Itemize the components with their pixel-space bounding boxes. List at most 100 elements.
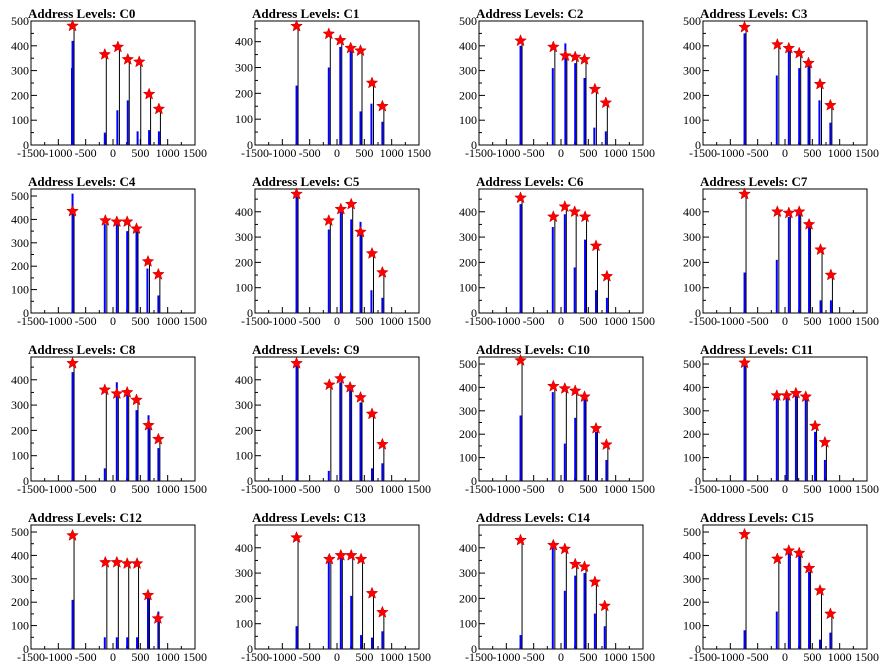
y-tick-label: 300 — [459, 230, 477, 244]
y-tick-label: 0 — [471, 306, 477, 320]
y-tick-label: 100 — [683, 619, 701, 633]
peak-star-marker — [66, 19, 79, 32]
chart-title: Address Levels: C8 — [28, 342, 136, 357]
x-tick-label: 1000 — [156, 650, 180, 664]
peak-star-marker — [578, 390, 591, 403]
peak-star-marker — [824, 98, 837, 111]
x-tick-label: 1500 — [855, 146, 879, 160]
plot-frame — [702, 188, 868, 314]
y-tick-label: 400 — [683, 205, 701, 219]
y-tick-label: 100 — [459, 113, 477, 127]
peak-star-marker — [354, 390, 367, 403]
x-tick-label: 1000 — [828, 650, 852, 664]
y-tick-label: 0 — [695, 138, 701, 152]
y-tick-label: 0 — [471, 138, 477, 152]
chart-title: Address Levels: C12 — [28, 510, 142, 525]
peak-star-marker — [789, 386, 803, 399]
y-tick-label: 100 — [11, 113, 29, 127]
x-tick-label: -1500 — [241, 482, 269, 496]
x-tick-label: -1500 — [465, 314, 493, 328]
y-tick-label: 100 — [11, 449, 29, 463]
peak-star-marker — [290, 19, 303, 32]
x-tick-label: 500 — [803, 314, 821, 328]
x-tick-label: 0 — [782, 146, 788, 160]
chart-title: Address Levels: C15 — [700, 510, 814, 525]
x-tick-label: 0 — [782, 650, 788, 664]
x-tick-label: -500 — [299, 650, 321, 664]
x-tick-label: 1000 — [380, 314, 404, 328]
peak-star-marker — [120, 385, 134, 398]
peak-star-marker — [600, 269, 614, 282]
x-tick-label: 0 — [110, 146, 116, 160]
peak-star-marker — [120, 556, 134, 570]
chart-title: Address Levels: C4 — [28, 174, 136, 189]
x-tick-label: -1000 — [492, 482, 520, 496]
x-tick-label: 1000 — [604, 146, 628, 160]
y-tick-label: 100 — [459, 281, 477, 295]
x-tick-label: 500 — [579, 482, 597, 496]
peak-star-marker — [334, 202, 348, 215]
x-tick-label: -1500 — [465, 146, 493, 160]
y-tick-label: 400 — [11, 212, 29, 226]
y-tick-label: 200 — [459, 255, 477, 269]
x-tick-label: -500 — [75, 314, 97, 328]
peak-star-marker — [365, 586, 379, 599]
peak-star-marker — [66, 528, 79, 541]
peak-star-marker — [514, 533, 527, 546]
x-tick-label: 1500 — [407, 146, 431, 160]
x-tick-label: -1500 — [17, 314, 45, 328]
peak-star-marker — [814, 243, 827, 256]
y-tick-label: 300 — [11, 236, 29, 250]
peak-star-marker — [152, 432, 165, 445]
peak-star-marker — [365, 407, 379, 420]
y-tick-label: 100 — [683, 113, 701, 127]
y-tick-label: 200 — [459, 88, 477, 102]
x-tick-label: -500 — [747, 146, 769, 160]
chart-title: Address Levels: C1 — [252, 6, 359, 21]
x-tick-label: 500 — [803, 146, 821, 160]
peak-star-marker — [588, 575, 602, 588]
peak-star-marker — [111, 40, 125, 53]
chart-title: Address Levels: C13 — [252, 510, 366, 525]
chart-panel: Address Levels: C15 0 100 200 300 400 500 -1500… — [683, 510, 879, 664]
chart-title: Address Levels: C5 — [252, 174, 360, 189]
y-tick-label: 0 — [23, 306, 29, 320]
y-tick-label: 500 — [683, 14, 701, 28]
peak-star-marker — [376, 437, 389, 450]
peak-star-marker — [376, 265, 389, 278]
x-tick-label: -1000 — [268, 482, 296, 496]
y-tick-label: 200 — [11, 595, 29, 609]
y-tick-label: 100 — [11, 619, 29, 633]
chart-title: Address Levels: C11 — [700, 342, 813, 357]
x-tick-label: 1000 — [604, 650, 628, 664]
x-tick-label: -1500 — [689, 650, 717, 664]
x-tick-label: 0 — [334, 146, 340, 160]
y-tick-label: 0 — [695, 306, 701, 320]
x-tick-label: -500 — [75, 482, 97, 496]
x-tick-label: 0 — [558, 650, 564, 664]
y-tick-label: 0 — [23, 138, 29, 152]
x-tick-label: -1500 — [241, 146, 269, 160]
peak-star-marker — [66, 356, 79, 369]
peak-star-marker — [121, 52, 135, 65]
peak-star-marker — [808, 419, 822, 432]
y-tick-label: 500 — [459, 357, 477, 371]
x-tick-label: 1500 — [183, 146, 207, 160]
plot-frame — [702, 524, 868, 650]
x-tick-label: -1000 — [716, 650, 744, 664]
x-tick-label: 1500 — [631, 650, 655, 664]
y-tick-label: 200 — [11, 259, 29, 273]
peak-star-marker — [322, 27, 336, 40]
peak-star-marker — [142, 418, 155, 431]
peak-star-marker — [738, 527, 751, 540]
y-tick-label: 100 — [235, 617, 253, 631]
x-tick-label: -1500 — [17, 146, 45, 160]
chart-panel: Address Levels: C7 0 100 200 300 400 -1500 -100… — [683, 174, 879, 328]
x-tick-label: 1500 — [631, 482, 655, 496]
peak-star-marker — [546, 210, 560, 223]
y-tick-label: 0 — [247, 306, 253, 320]
peak-star-marker — [98, 555, 112, 568]
x-tick-label: -1000 — [492, 314, 520, 328]
y-tick-label: 200 — [11, 423, 29, 437]
